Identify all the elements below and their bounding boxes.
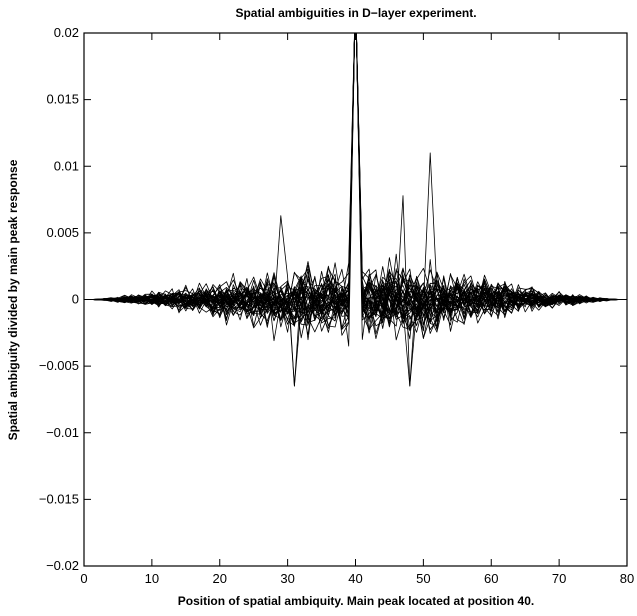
ambiguity-series-line <box>90 33 621 320</box>
ambiguity-series-line <box>90 33 621 322</box>
ambiguity-series-line <box>90 33 621 333</box>
chart-title: Spatial ambiguities in D−layer experimen… <box>235 6 476 20</box>
ambiguity-series-line <box>90 33 621 326</box>
ambiguity-series-line <box>90 33 621 387</box>
ambiguity-series-line <box>90 33 621 341</box>
x-tick-label: 60 <box>484 571 498 586</box>
x-tick-label: 30 <box>280 571 294 586</box>
ambiguity-series-line <box>90 33 621 341</box>
y-tick-label: −0.01 <box>46 425 79 440</box>
ambiguity-series-line <box>90 33 621 340</box>
y-tick-label: −0.015 <box>39 491 79 506</box>
ambiguity-series-line <box>90 33 621 334</box>
y-tick-label: 0.02 <box>54 25 79 40</box>
x-tick-label: 50 <box>416 571 430 586</box>
ambiguity-series-line <box>90 33 621 317</box>
axis-ticks: 0 10 20 30 40 50 60 70 80 −0.02 −0.015 −0.01 −0.005 0… <box>39 25 634 586</box>
ambiguity-series-line <box>90 33 621 323</box>
ambiguity-series-line <box>90 33 621 332</box>
y-tick-label: −0.02 <box>46 558 79 573</box>
x-tick-label: 40 <box>348 571 362 586</box>
ambiguity-series-line <box>90 33 621 334</box>
ambiguity-series-line <box>90 33 621 340</box>
ambiguity-series-line <box>90 33 621 333</box>
x-tick-label: 80 <box>620 571 634 586</box>
ambiguity-series-line <box>90 33 621 329</box>
ambiguity-series-line <box>90 33 621 330</box>
ambiguity-series-line <box>90 33 621 327</box>
y-tick-label: 0.015 <box>46 92 79 107</box>
y-tick-label: 0.005 <box>46 225 79 240</box>
ambiguity-series-line <box>90 33 621 323</box>
ambiguity-series-line <box>90 33 621 335</box>
y-tick-label: 0 <box>72 292 79 307</box>
x-tick-label: 70 <box>552 571 566 586</box>
ambiguity-series-line <box>90 33 621 321</box>
x-tick-label: 20 <box>213 571 227 586</box>
ambiguity-series-line <box>90 33 621 332</box>
data-lines <box>90 33 621 387</box>
ambiguity-series-line <box>90 33 621 330</box>
ambiguity-series-line <box>90 33 621 340</box>
ambiguity-series-line <box>90 33 621 335</box>
ambiguity-series-line <box>90 33 621 336</box>
ambiguity-series-line <box>90 33 621 329</box>
y-axis-label: Spatial ambiguity divided by main peak r… <box>6 159 20 440</box>
x-axis-label: Position of spatial ambiquity. Main peak… <box>178 594 535 608</box>
ambiguity-series-line <box>90 33 621 322</box>
y-tick-label: 0.01 <box>54 158 79 173</box>
ambiguity-series-line <box>90 33 621 327</box>
ambiguity-series-line <box>90 33 621 327</box>
ambiguity-series-line <box>90 33 621 342</box>
y-tick-label: −0.005 <box>39 358 79 373</box>
x-tick-label: 0 <box>80 571 87 586</box>
ambiguity-series-line <box>90 33 621 339</box>
ambiguity-series-line <box>90 33 621 333</box>
ambiguity-series-line <box>90 33 621 329</box>
ambiguity-series-line <box>90 33 621 329</box>
ambiguity-series-line <box>90 33 621 325</box>
ambiguity-series-line <box>90 33 621 387</box>
ambiguity-series-line <box>90 33 621 326</box>
ambiguity-series-line <box>90 33 621 330</box>
ambiguity-series-line <box>90 33 621 330</box>
x-tick-label: 10 <box>145 571 159 586</box>
